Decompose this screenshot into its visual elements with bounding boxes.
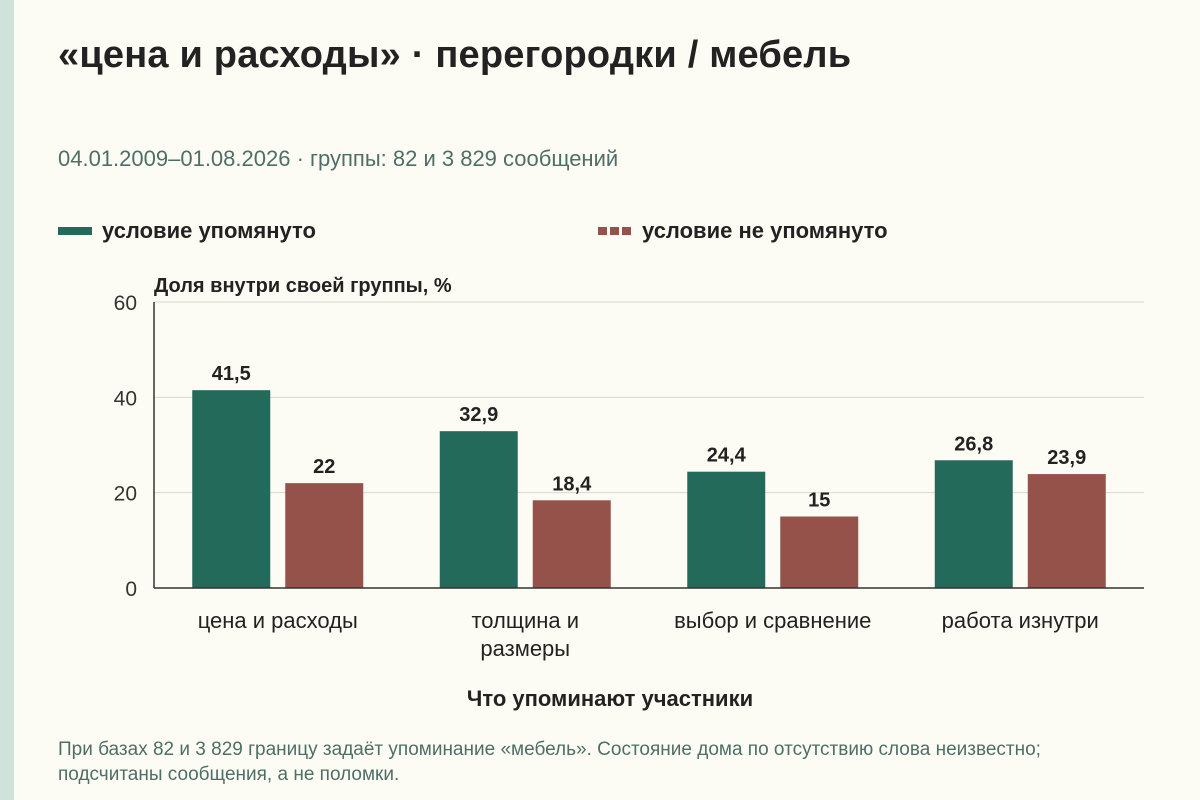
legend-swatch-mentioned (58, 227, 92, 235)
bar-value-label: 22 (313, 456, 335, 478)
legend-item-mentioned: условие упомянуто (58, 218, 316, 244)
y-tick-label: 20 (114, 483, 137, 506)
bar-value-label: 24,4 (707, 445, 747, 467)
x-axis-label: Что упоминают участники (466, 686, 754, 711)
footnote: При базах 82 и 3 829 границу задаёт упом… (58, 739, 1041, 785)
legend-item-not-mentioned: условие не упомянуто (598, 218, 888, 244)
bar-value-label: 15 (808, 490, 830, 512)
x-tick-label: размеры (480, 636, 570, 661)
y-tick-label: 0 (125, 578, 137, 601)
x-tick-label: цена и расходы (198, 608, 358, 633)
y-axis-label: Доля внутри своей группы, % (154, 275, 452, 297)
bar-not-mentioned (285, 483, 364, 588)
legend-swatch-not-mentioned (598, 227, 632, 235)
bar-mentioned (439, 431, 518, 588)
legend-label-not-mentioned: условие не упомянуто (642, 218, 888, 243)
legend-label-mentioned: условие упомянуто (102, 218, 316, 243)
bar-mentioned (934, 460, 1013, 588)
chart-title: «цена и расходы» · перегородки / мебель (58, 34, 852, 76)
bar-value-label: 23,9 (1047, 447, 1086, 469)
x-tick-label: выбор и сравнение (674, 608, 871, 633)
y-tick-label: 60 (114, 292, 137, 315)
bar-value-label: 26,8 (954, 433, 993, 455)
bar-chart: Доля внутри своей группы, % 41,5 22 32,9 18… (114, 275, 1144, 661)
bar-not-mentioned (780, 516, 859, 588)
axes: 0 20 40 60 цена и расходы толщина и размеры выб… (114, 292, 1144, 661)
bar-not-mentioned (1027, 474, 1106, 588)
bar-not-mentioned (532, 500, 611, 588)
y-tick-label: 40 (114, 387, 137, 410)
chart-subtitle: 04.01.2009–01.08.2026 · группы: 82 и 3 8… (58, 146, 619, 171)
bar-value-label: 41,5 (212, 363, 251, 385)
bar-mentioned (192, 390, 271, 588)
x-tick-label: толщина и (471, 608, 579, 633)
bars: 41,5 22 32,9 18,4 24,4 15 26,8 23,9 (192, 363, 1106, 588)
left-accent-strip (0, 0, 14, 800)
x-tick-label: работа изнутри (942, 608, 1099, 633)
bar-value-label: 32,9 (459, 404, 498, 426)
bar-value-label: 18,4 (552, 473, 592, 495)
bar-mentioned (687, 471, 766, 588)
